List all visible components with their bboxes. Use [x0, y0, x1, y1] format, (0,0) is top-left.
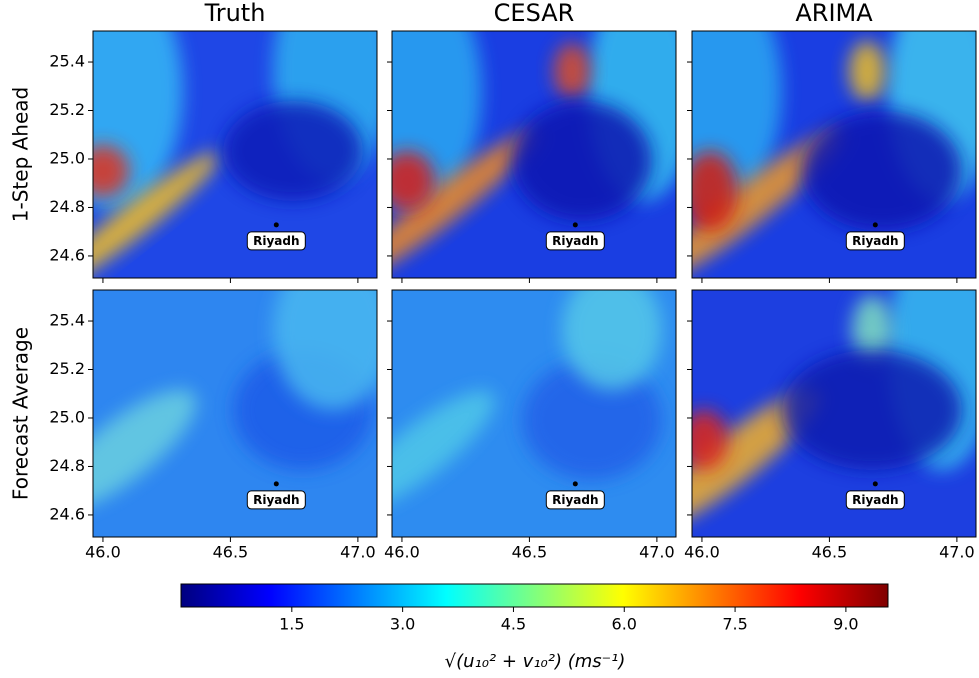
city-label: Riyadh	[253, 234, 299, 248]
colorbar	[180, 583, 889, 608]
city-label-box	[545, 490, 605, 510]
city-marker	[872, 481, 878, 487]
heatmap-field	[692, 410, 728, 470]
city-label-box	[845, 231, 905, 251]
city-marker	[572, 481, 578, 487]
x-tick-label: 47.0	[639, 543, 675, 562]
column-title: ARIMA	[795, 0, 873, 27]
heatmap-panel	[93, 290, 377, 537]
x-tick-label: 47.0	[939, 543, 975, 562]
panel-frame	[691, 30, 977, 279]
colorbar-label: √(u₁₀² + v₁₀²) (ms⁻¹)	[445, 651, 626, 672]
x-tick-label: 46.0	[85, 543, 121, 562]
heatmap-field	[93, 152, 221, 278]
x-tick-label: 46.0	[684, 543, 720, 562]
heatmap-field	[554, 43, 590, 99]
y-tick-label: 24.8	[49, 197, 85, 216]
heatmap-panel	[692, 31, 976, 278]
city-marker	[273, 481, 279, 487]
panel-frame	[92, 289, 378, 538]
heatmap-field	[223, 101, 363, 201]
column-title: Truth	[204, 0, 266, 27]
heatmap-panel	[692, 290, 976, 537]
y-tick-label: 25.4	[49, 52, 85, 71]
city-label: Riyadh	[552, 234, 598, 248]
y-tick-label: 24.8	[49, 456, 85, 475]
city-label: Riyadh	[852, 234, 898, 248]
x-tick-label: 46.5	[512, 543, 548, 562]
city-label: Riyadh	[852, 493, 898, 507]
heatmap-panel	[392, 31, 676, 278]
colorbar-tick-label: 7.5	[722, 615, 747, 634]
city-label: Riyadh	[253, 493, 299, 507]
panel-frame	[391, 289, 677, 538]
city-label-box	[246, 490, 306, 510]
city-label: Riyadh	[552, 493, 598, 507]
heatmap-field	[392, 130, 538, 278]
heatmap-field	[692, 389, 820, 531]
heatmap-field	[273, 290, 377, 410]
heatmap-field	[692, 130, 843, 278]
x-tick-label: 46.5	[213, 543, 249, 562]
colorbar-tick-label: 9.0	[833, 615, 858, 634]
heatmap-field	[692, 151, 738, 231]
heatmap-field	[392, 390, 495, 510]
city-label-box	[845, 490, 905, 510]
heatmap-field	[782, 350, 962, 470]
y-tick-label: 25.0	[49, 407, 85, 426]
colorbar-tick-label: 4.5	[501, 615, 526, 634]
heatmap-field	[802, 111, 962, 231]
city-label-box	[246, 231, 306, 251]
colorbar-tick-label: 3.0	[390, 615, 415, 634]
heatmap-field	[849, 41, 885, 101]
heatmap-field	[93, 145, 129, 197]
heatmap-field	[392, 151, 435, 211]
y-tick-label: 25.2	[49, 359, 85, 378]
heatmap-field	[512, 101, 652, 221]
x-tick-label: 46.0	[384, 543, 420, 562]
colorbar-tick-label: 1.5	[279, 615, 304, 634]
city-label-box	[545, 231, 605, 251]
heatmap-field	[852, 295, 892, 365]
x-tick-label: 46.5	[812, 543, 848, 562]
city-marker	[872, 222, 878, 228]
row-title: Forecast Average	[9, 327, 33, 500]
y-tick-label: 25.4	[49, 311, 85, 330]
y-tick-label: 25.0	[49, 148, 85, 167]
row-title: 1-Step Ahead	[9, 87, 33, 222]
heatmap-panel	[392, 290, 676, 537]
y-tick-label: 24.6	[49, 245, 85, 264]
city-marker	[273, 222, 279, 228]
x-tick-label: 47.0	[340, 543, 376, 562]
panel-frame	[92, 30, 378, 279]
y-tick-label: 25.2	[49, 100, 85, 119]
panel-frame	[691, 289, 977, 538]
heatmap-field	[562, 290, 662, 390]
column-title: CESAR	[494, 0, 575, 27]
y-tick-label: 24.6	[49, 504, 85, 523]
city-marker	[572, 222, 578, 228]
heatmap-field	[93, 389, 197, 511]
panel-frame	[391, 30, 677, 279]
heatmap-field	[522, 360, 662, 480]
colorbar-tick-label: 6.0	[612, 615, 637, 634]
heatmap-panel	[93, 31, 377, 278]
